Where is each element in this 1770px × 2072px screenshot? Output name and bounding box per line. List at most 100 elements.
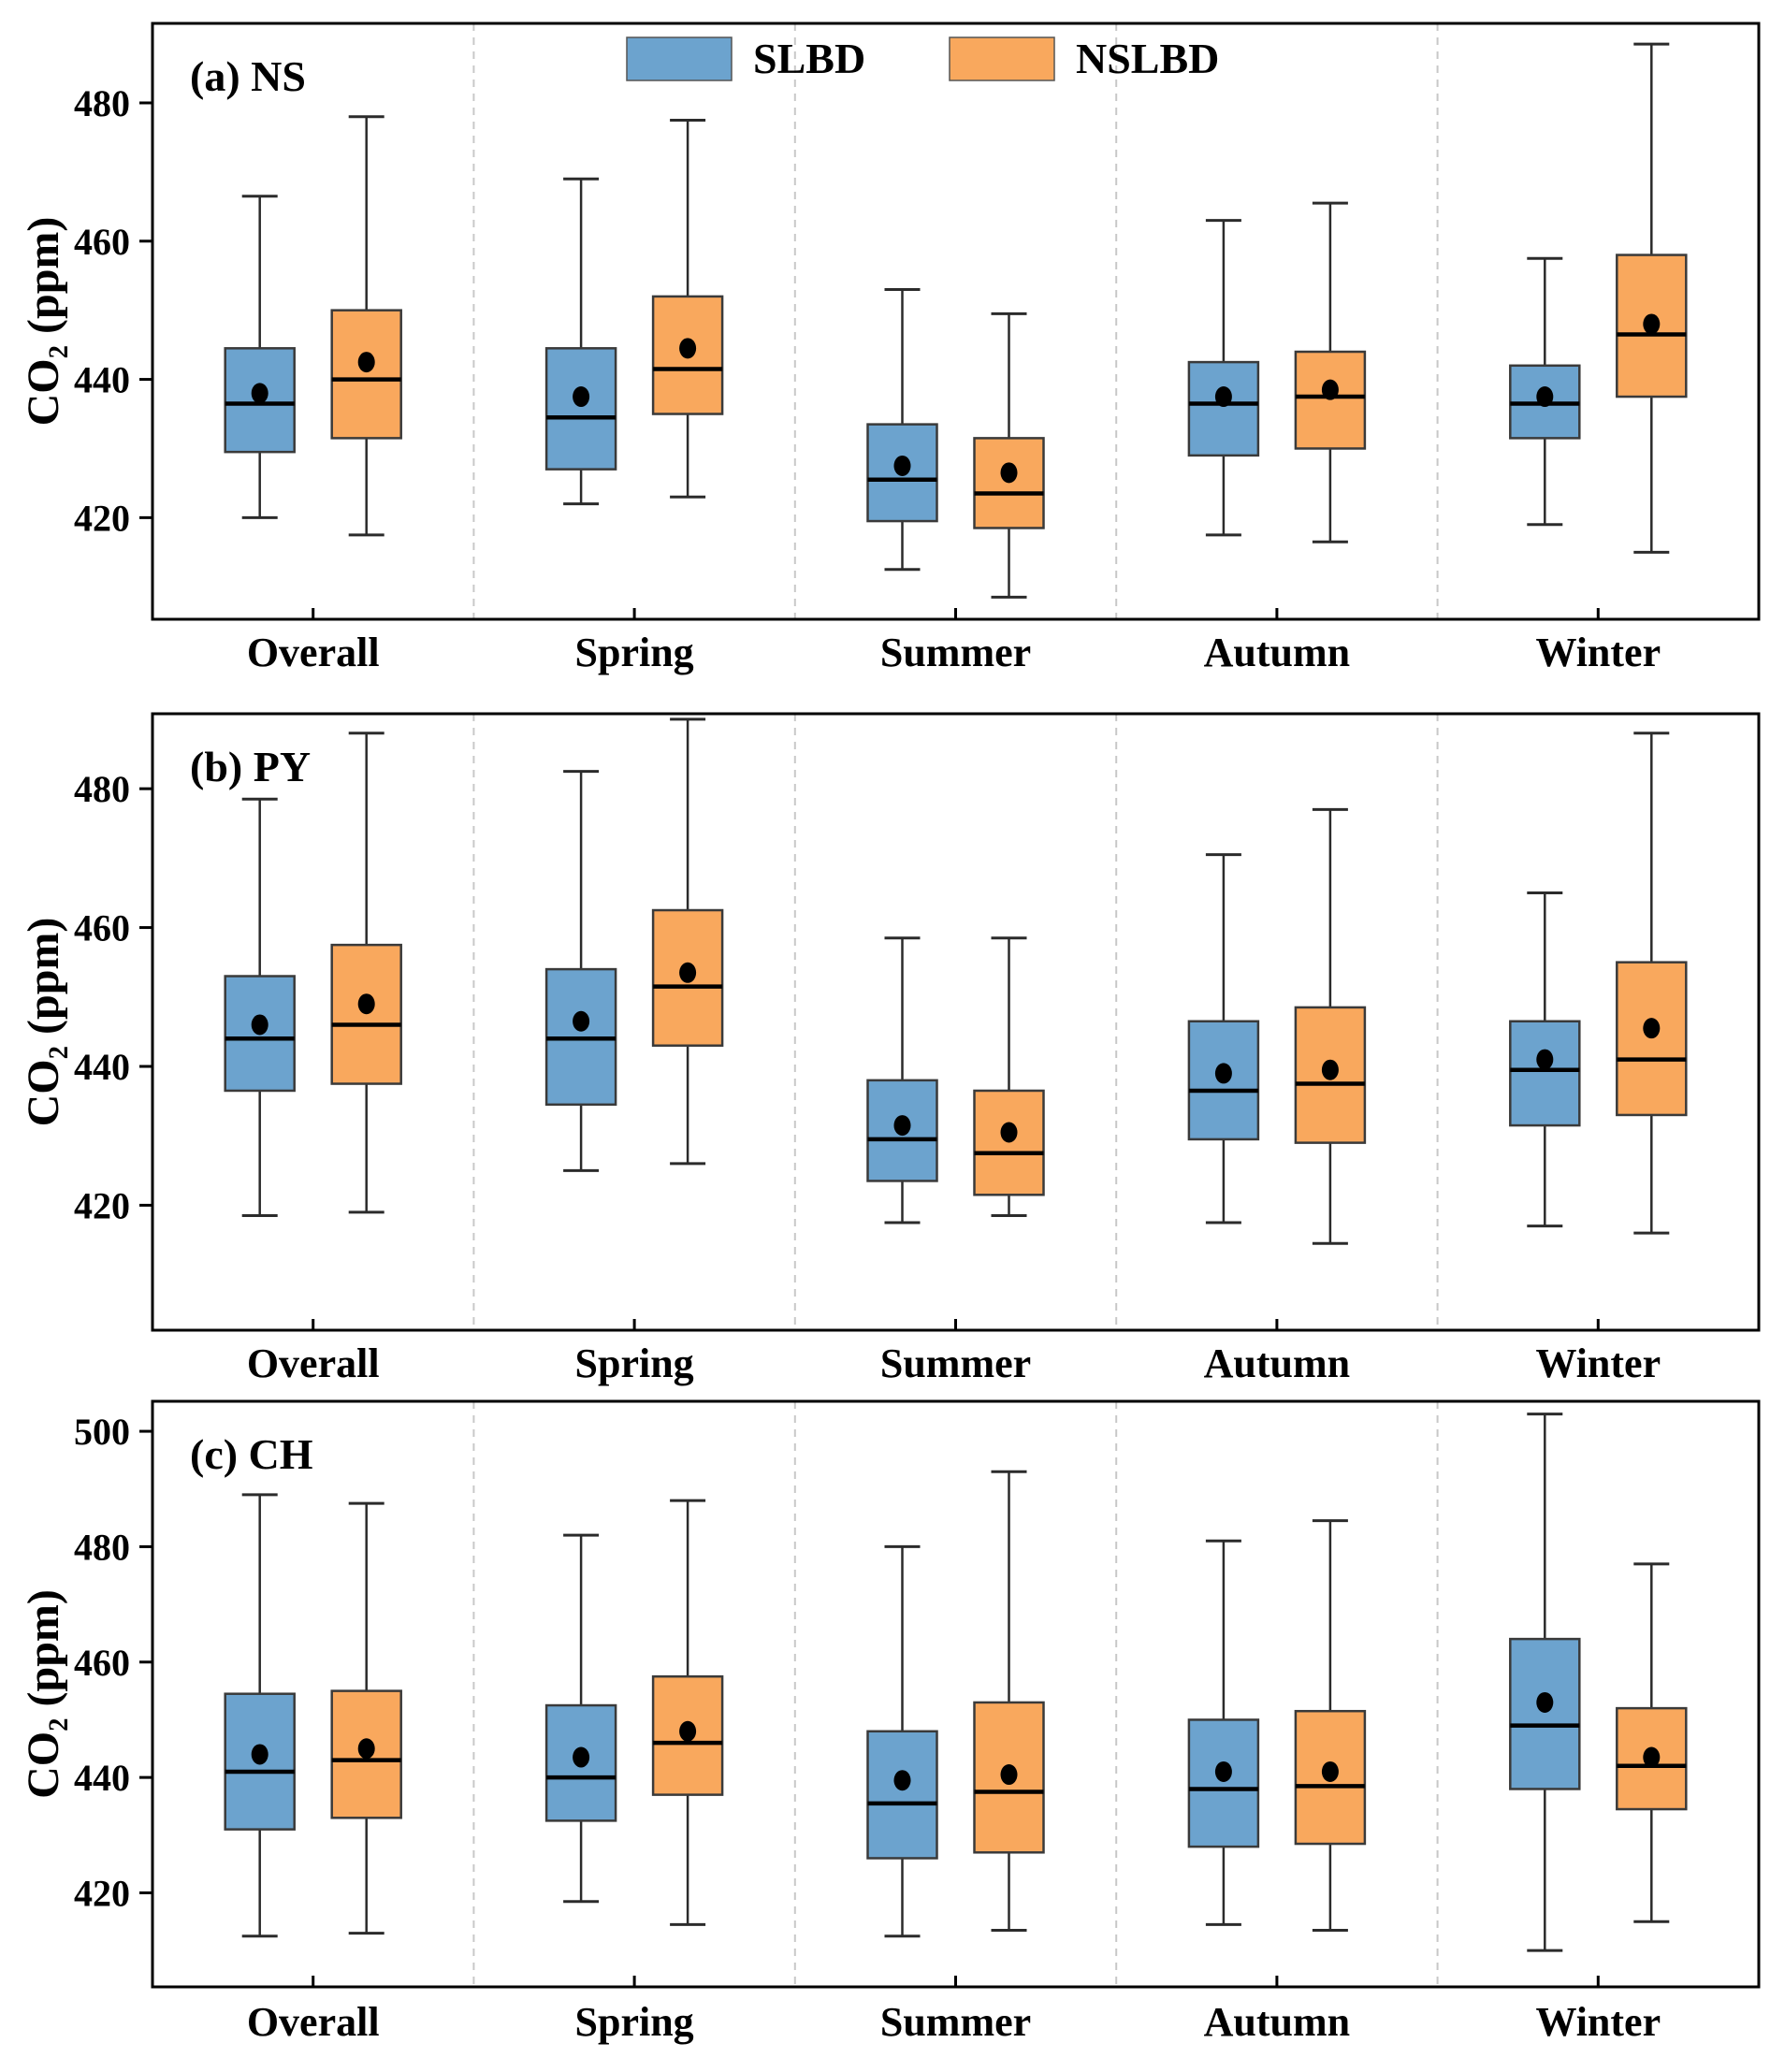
panel-c-box-overall-nslbd [330, 1501, 402, 1935]
panel-b-box-summer-slbd [866, 936, 938, 1224]
category-label-autumn: Autumn [1204, 630, 1351, 675]
iqr-box [866, 1730, 938, 1860]
mean-dot [679, 962, 697, 983]
mean-dot [573, 386, 590, 408]
mean-dot [893, 455, 911, 476]
iqr-box [973, 437, 1045, 529]
panel-a-box-winter-slbd [1509, 256, 1581, 527]
panel-c-box-autumn-slbd [1187, 1539, 1260, 1926]
y-axis-label: CO₂ (ppm) [19, 918, 68, 1127]
iqr-box [330, 309, 402, 440]
iqr-box [330, 943, 402, 1085]
mean-dot [1536, 1049, 1554, 1070]
panel-a-box-summer-nslbd [973, 312, 1045, 599]
mean-dot [1214, 386, 1232, 408]
mean-dot [573, 1746, 590, 1768]
category-label-overall: Overall [247, 1340, 380, 1386]
mean-dot [1643, 1018, 1661, 1039]
mean-dot [679, 338, 697, 359]
panel-b-box-spring-nslbd [651, 717, 724, 1166]
y-tick-label: 420 [74, 497, 130, 539]
category-label-autumn: Autumn [1204, 1340, 1351, 1386]
iqr-box [544, 347, 617, 471]
panel-c-box-overall-slbd [224, 1493, 296, 1938]
panel-a-box-overall-nslbd [330, 115, 402, 537]
y-tick-label: 480 [74, 768, 130, 810]
panel-b-box-spring-slbd [544, 770, 617, 1172]
mean-dot [1643, 1746, 1661, 1768]
mean-dot [357, 1738, 375, 1760]
panel-c-box-summer-nslbd [973, 1470, 1045, 1933]
panel-b-box-winter-nslbd [1616, 732, 1688, 1235]
y-tick-label: 440 [74, 1046, 130, 1088]
mean-dot [679, 1720, 697, 1742]
category-label-summer: Summer [880, 630, 1031, 675]
panel-title: (a) NS [190, 52, 306, 100]
legend-swatch-slbd [626, 36, 733, 81]
category-label-overall: Overall [247, 1999, 380, 2045]
mean-dot [251, 1014, 268, 1036]
panel-c-box-winter-nslbd [1616, 1562, 1688, 1923]
panel-a-box-spring-nslbd [651, 118, 724, 499]
category-label-overall: Overall [247, 630, 380, 675]
category-label-summer: Summer [880, 1340, 1031, 1386]
mean-dot [357, 993, 375, 1015]
category-label-spring: Spring [575, 1340, 694, 1386]
iqr-box [1187, 360, 1260, 457]
mean-dot [573, 1010, 590, 1032]
panel-c-box-winter-slbd [1509, 1413, 1581, 1952]
category-label-winter: Winter [1535, 1999, 1661, 2045]
category-label-spring: Spring [575, 630, 694, 675]
category-label-summer: Summer [880, 1999, 1031, 2045]
iqr-box [973, 1089, 1045, 1196]
panel-a-box-autumn-slbd [1187, 219, 1260, 537]
mean-dot [1214, 1063, 1232, 1084]
mean-dot [357, 352, 375, 373]
mean-dot [1000, 462, 1018, 484]
panel-a-box-winter-nslbd [1616, 42, 1688, 554]
y-tick-label: 460 [74, 907, 130, 949]
panel-title: (b) PY [190, 743, 311, 790]
mean-dot [1536, 386, 1554, 408]
panel-a-box-overall-slbd [224, 195, 296, 519]
y-tick-label: 460 [74, 221, 130, 263]
panel-c-box-spring-slbd [544, 1533, 617, 1904]
legend-label-slbd: SLBD [753, 35, 865, 82]
mean-dot [893, 1770, 911, 1791]
category-label-autumn: Autumn [1204, 1999, 1351, 2045]
y-tick-label: 440 [74, 1757, 130, 1799]
y-tick-label: 420 [74, 1184, 130, 1226]
mean-dot [1321, 1760, 1339, 1782]
mean-dot [893, 1115, 911, 1137]
panel-b-box-autumn-nslbd [1294, 807, 1367, 1245]
mean-dot [1000, 1122, 1018, 1143]
y-tick-label: 460 [74, 1642, 130, 1684]
legend-label-nslbd: NSLBD [1076, 35, 1219, 82]
mean-dot [1643, 313, 1661, 335]
y-axis-label: CO₂ (ppm) [19, 1589, 68, 1799]
panel-c-box-summer-slbd [866, 1544, 938, 1938]
panel-b-box-autumn-slbd [1187, 853, 1260, 1224]
y-tick-label: 480 [74, 1526, 130, 1568]
panel-b-box-winter-slbd [1509, 891, 1581, 1228]
panel-title: (c) CH [190, 1430, 313, 1478]
iqr-box [1294, 350, 1367, 450]
legend-swatch-nslbd [949, 36, 1055, 81]
iqr-box [1509, 1020, 1581, 1127]
panel-a-box-autumn-nslbd [1294, 201, 1367, 543]
mean-dot [251, 383, 268, 404]
panel-c-box-autumn-nslbd [1294, 1519, 1367, 1933]
mean-dot [1321, 379, 1339, 400]
iqr-box [1616, 961, 1688, 1117]
y-tick-label: 440 [74, 359, 130, 401]
mean-dot [1536, 1691, 1554, 1713]
panel-c-box-spring-nslbd [651, 1499, 724, 1926]
mean-dot [251, 1744, 268, 1765]
y-tick-label: 480 [74, 82, 130, 124]
y-axis-label: CO₂ (ppm) [19, 217, 68, 427]
mean-dot [1321, 1059, 1339, 1080]
iqr-box [1509, 1637, 1581, 1790]
mean-dot [1000, 1764, 1018, 1786]
